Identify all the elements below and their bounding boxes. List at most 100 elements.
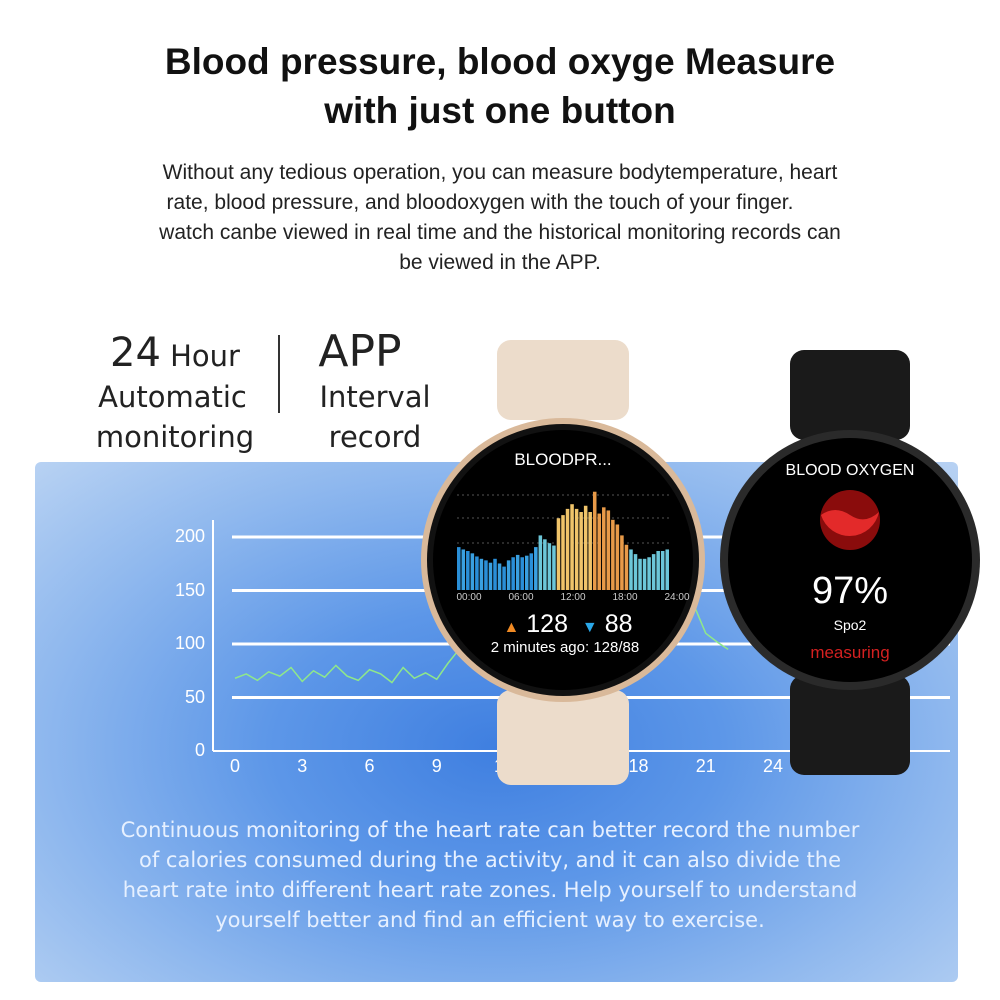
bottom-line: Continuous monitoring of the heart rate … [120,818,860,842]
watch-strap-bottom [497,690,629,785]
bp-bar [556,518,561,590]
watch-strap-top [790,350,910,440]
bp-bar [647,557,651,590]
bp-bar [466,551,470,590]
spo2-status: measuring [810,643,890,662]
feature-24-number: 24 [110,330,161,376]
bp-bar [629,549,633,590]
spo2-watch-title: BLOOD OXYGEN [785,462,915,479]
bp-bar [565,508,570,590]
bp-bar [524,555,529,590]
bp-bar [660,551,665,590]
spo2-value: 97% [811,570,889,612]
watch-screen-spo2 [728,438,972,682]
systolic-value: 128 [526,610,568,638]
feature-record: record [328,420,422,454]
bp-bar [493,558,497,590]
bp-bar [515,554,520,590]
bp-bar [502,566,506,590]
bp-bar [570,504,574,590]
bp-bar [597,513,602,590]
bp-bar [624,544,629,590]
bp-bar [479,558,484,590]
bp-bar [538,535,543,590]
bp-bar [615,524,620,590]
bp-bar [461,549,466,590]
bp-bar [561,515,565,590]
y-tick-label: 0 [194,740,205,760]
feature-interval: Interval [319,380,431,414]
feature-automatic: Automatic [98,380,247,414]
watch-strap-bottom [790,675,910,775]
headline-line-1: Blood pressure, blood oxyge Measure [164,41,836,82]
feature-app: APP [318,326,402,377]
up-triangle-icon: ▲ [503,619,520,636]
blood-wave-icon [821,510,879,536]
bp-bar [470,553,475,590]
bp-bar [588,512,592,590]
bp-time-label: 12:00 [560,592,586,603]
y-tick-label: 100 [174,633,205,653]
bp-bar [506,560,511,590]
bp-history: 2 minutes ago: 128/88 [490,639,640,656]
bp-bar [611,519,615,590]
bp-time-label: 00:00 [456,592,482,603]
description-line: Without any tedious operation, you can m… [162,161,838,184]
bp-bar [497,563,502,590]
bp-bar [579,512,583,590]
bp-readings: ▲ 128 ▼ 88 [488,610,648,639]
y-tick-label: 200 [174,526,205,546]
bp-bar [457,547,461,590]
bp-bar [633,554,638,590]
bp-bar [606,510,611,590]
bp-bar [583,505,588,590]
x-tick-label: 24 [762,756,784,776]
bp-bar [656,551,660,590]
description: Without any tedious operation, you can m… [60,158,940,278]
bp-bar [574,508,579,590]
y-tick-label: 50 [184,686,205,707]
bp-bar [602,507,606,590]
down-triangle-icon: ▼ [581,619,598,636]
bp-bar [520,557,524,590]
x-tick-label: 21 [695,756,716,776]
feature-hour-label: Hour [170,339,240,373]
x-tick-label: 0 [229,756,240,776]
bp-bar [665,549,669,590]
description-line: watch canbe viewed in real time and the … [159,221,841,244]
bottom-line: of calories consumed during the activity… [139,848,841,872]
y-tick-label: 150 [174,579,205,600]
description-line: rate, blood pressure, and bloodoxygen wi… [166,191,794,214]
diastolic-value: 88 [604,610,633,638]
bp-bar [552,545,556,590]
bp-bar [620,535,624,590]
bp-bar [484,560,488,590]
x-tick-label: 9 [431,756,442,776]
watch-strap-top [497,340,629,420]
x-tick-label: 6 [364,756,375,776]
bp-bar [488,562,493,590]
bottom-line: heart rate into different heart rate zon… [122,878,858,902]
bp-bar [642,558,647,590]
bp-watch-title: BLOODPR... [514,450,612,469]
bottom-description: Continuous monitoring of the heart rate … [60,815,920,935]
feature-divider [278,335,280,413]
bp-time-label: 24:00 [664,592,690,603]
spo2-label: Spo2 [833,617,867,633]
x-tick-label: 18 [628,756,649,776]
bp-bar [638,558,642,590]
headline-line-2: with just one button [324,90,676,131]
bp-bar [534,547,538,590]
x-tick-label: 3 [297,756,308,776]
bp-bar [529,553,534,590]
bottom-line: yourself better and find an efficient wa… [215,908,765,932]
bp-bar [547,543,552,590]
bp-bar [543,539,547,590]
feature-24-hour: 24 Hour [95,330,255,376]
description-line: be viewed in the APP. [399,251,601,274]
feature-monitoring: monitoring [95,420,255,454]
bp-bar [511,557,515,590]
bp-time-label: 18:00 [612,592,638,603]
bp-bar [475,556,479,590]
